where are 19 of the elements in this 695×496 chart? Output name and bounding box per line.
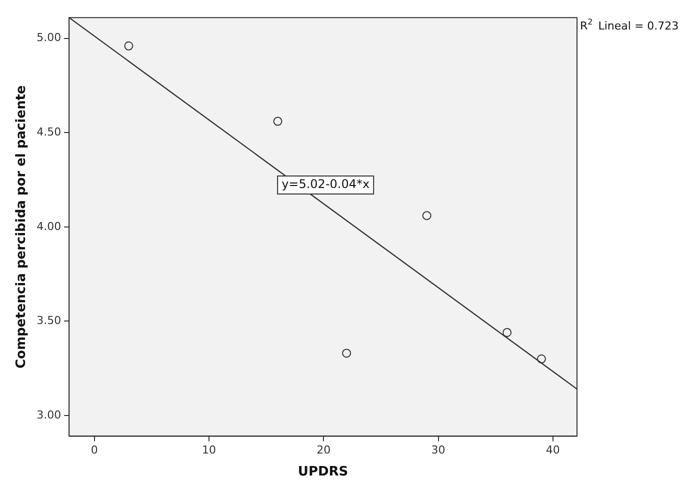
y-axis-title: Competencia percibida por el paciente — [14, 85, 30, 369]
x-tick-label: 0 — [90, 444, 98, 457]
x-tick-label: 20 — [316, 444, 331, 457]
y-tick-label: 4.00 — [36, 220, 62, 233]
x-axis-title: UPDRS — [298, 464, 348, 480]
x-tick-label: 40 — [546, 444, 560, 457]
x-tick-label: 10 — [202, 444, 216, 457]
y-tick-label: 5.00 — [36, 31, 62, 44]
point — [536, 354, 546, 364]
point — [342, 348, 352, 358]
annotation: y=5.02-0.04*x — [282, 177, 370, 192]
y-tick-label: 3.50 — [36, 314, 62, 328]
x-tick-label: 30 — [431, 444, 446, 457]
point — [502, 328, 512, 337]
point — [273, 116, 282, 126]
point — [422, 211, 432, 220]
point — [124, 41, 134, 50]
y-tick-label: 3.00 — [36, 408, 62, 422]
y-tick-label: 4.50 — [36, 125, 62, 138]
